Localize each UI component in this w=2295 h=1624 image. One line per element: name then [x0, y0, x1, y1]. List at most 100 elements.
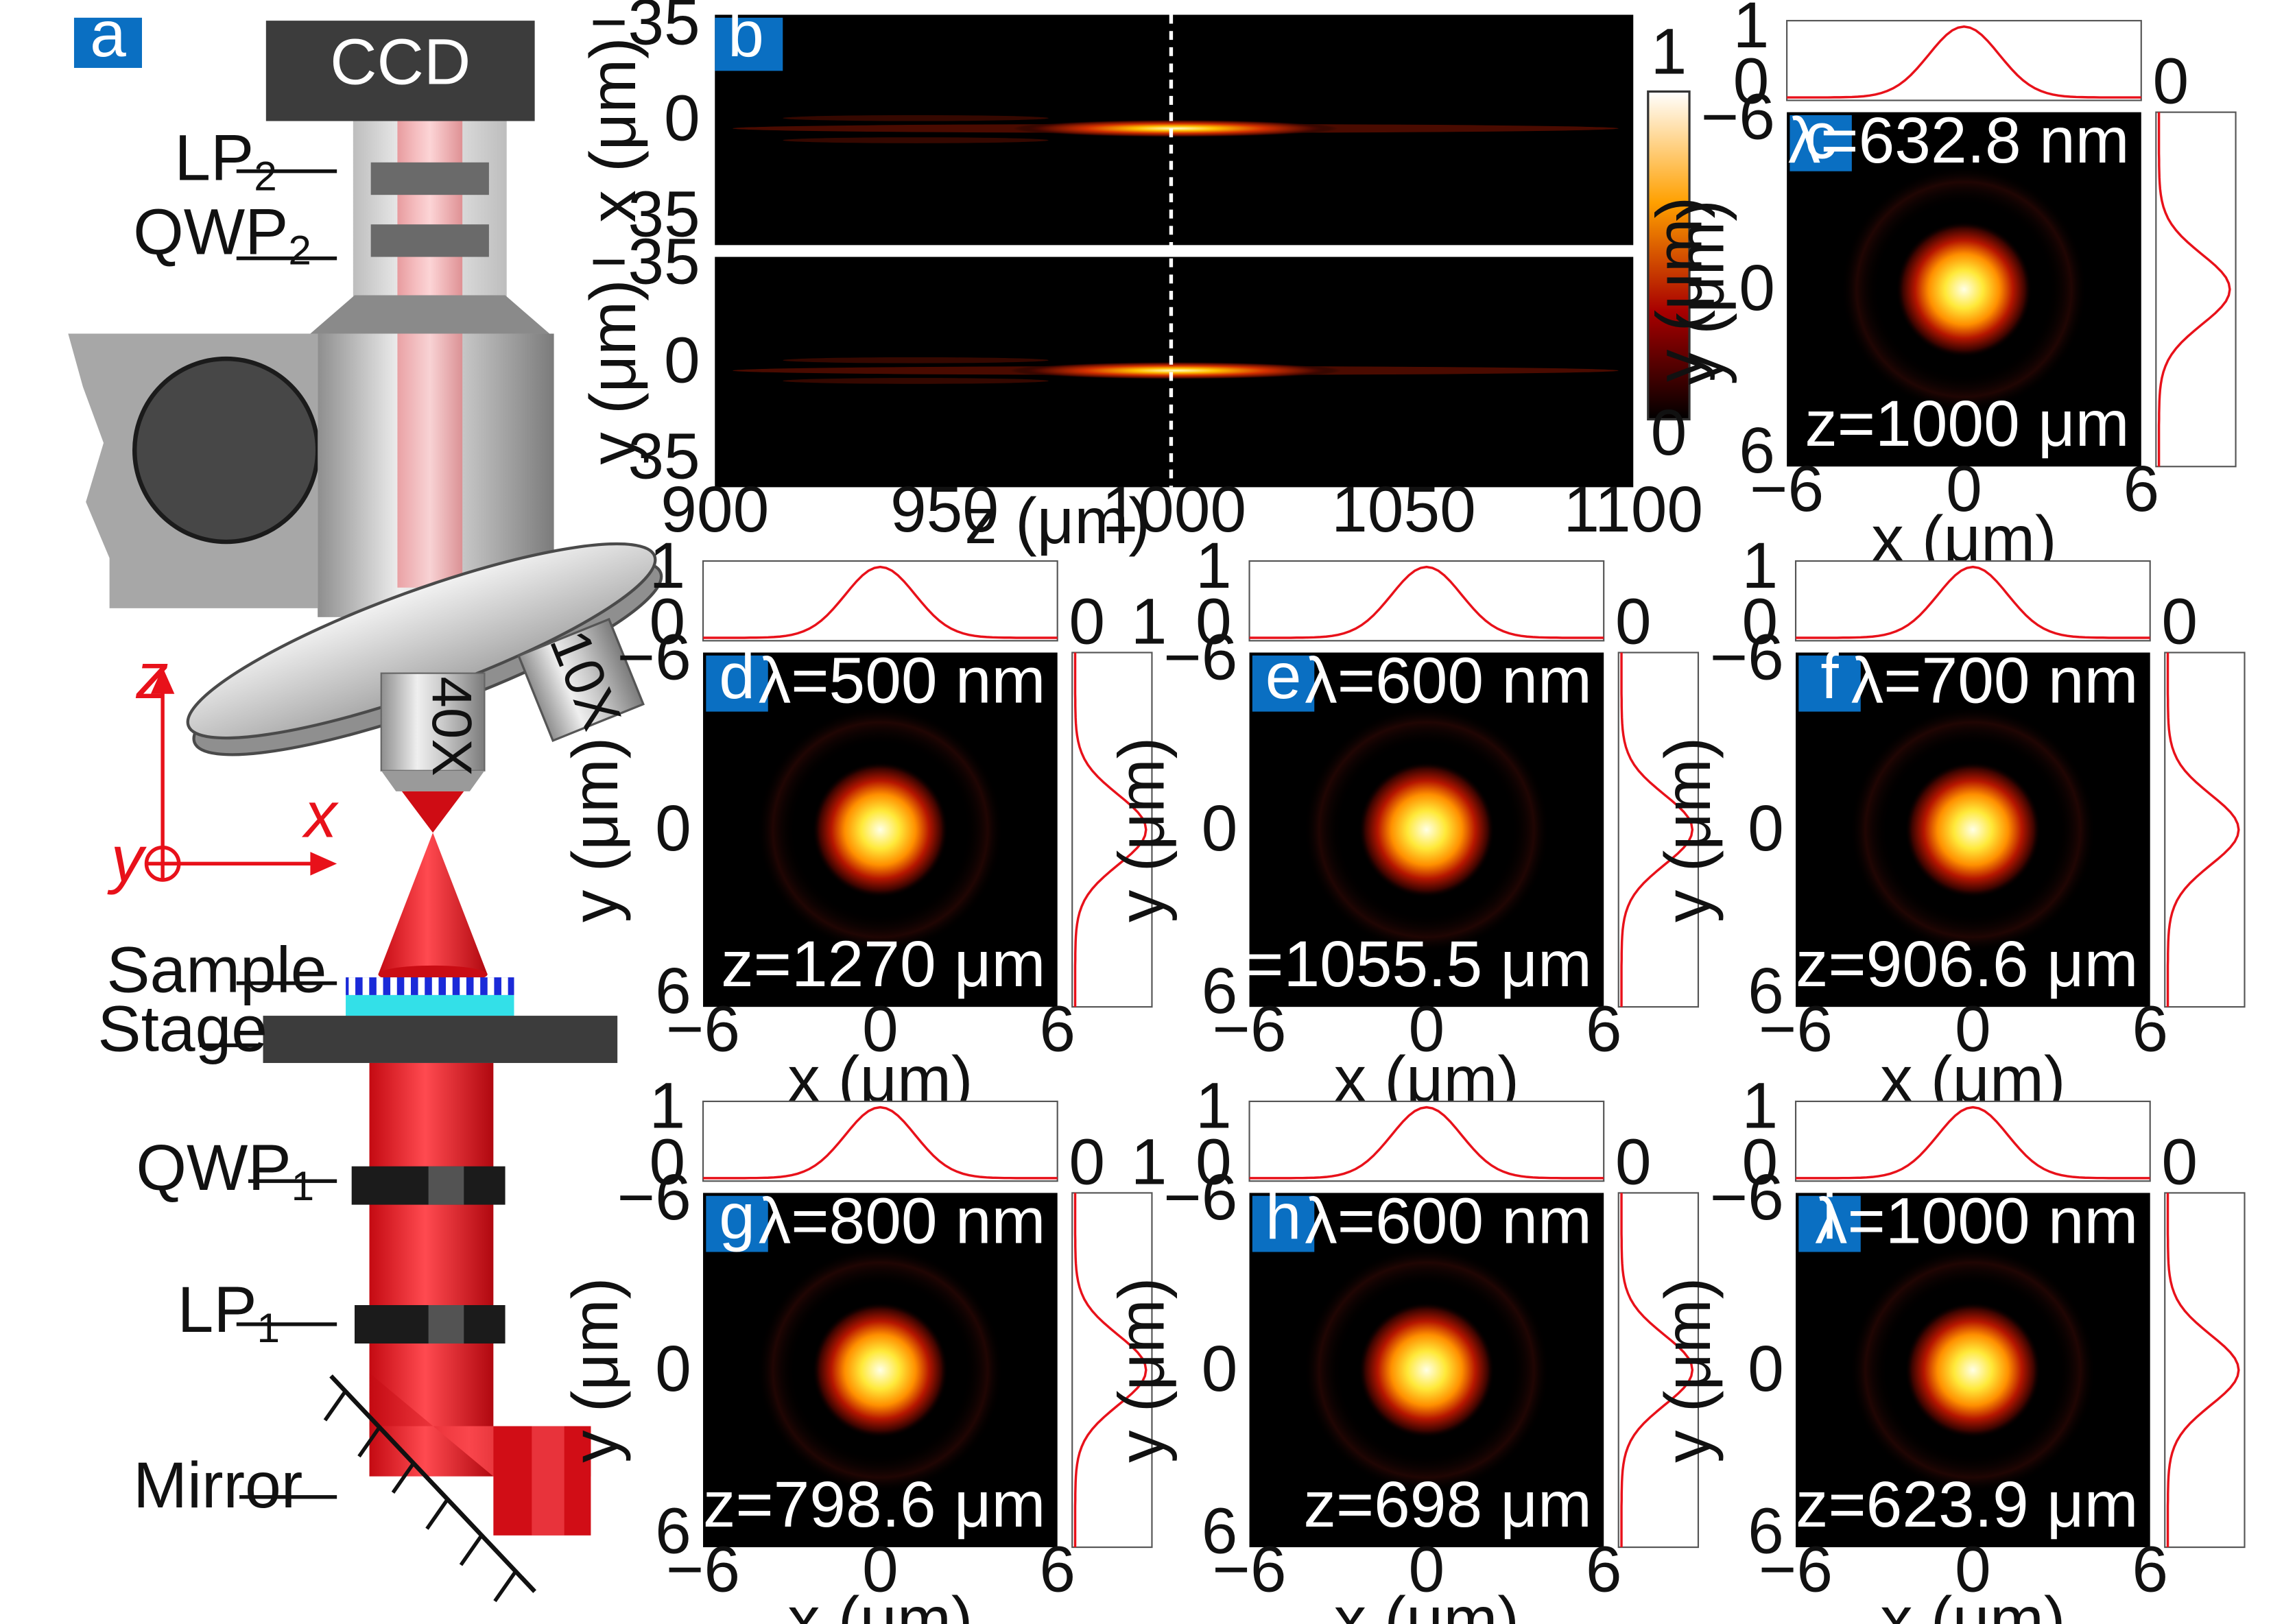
y-profile-curve [1620, 652, 1694, 1007]
x-tick-label: 0 [1946, 453, 1982, 525]
x-profile-box [1794, 560, 2151, 642]
x-tick-label: −6 [1759, 1533, 1833, 1606]
sample-stripe [362, 977, 370, 995]
axis-z-label: z [135, 640, 168, 713]
x-tick-label: −6 [1750, 453, 1824, 525]
x-profile-box [702, 560, 1058, 642]
x-tick-label: 6 [1586, 993, 1622, 1066]
mirror [329, 1374, 536, 1593]
x-tick-label: −6 [1213, 993, 1287, 1066]
y-tick-label: 6 [1202, 955, 1238, 1027]
z-tick-label: 900 [661, 473, 769, 546]
panel-tag: c [1805, 99, 1837, 172]
x-tick-label: 0 [1409, 1533, 1445, 1606]
qwp2-label: QWP2 [133, 195, 311, 273]
z-tick-label: 1000 [1102, 473, 1246, 546]
axis-x-label: x [302, 779, 340, 852]
x-profile-box [1248, 1100, 1605, 1182]
colorbar-max: 1 [1651, 16, 1687, 88]
y-tick-label: 0 [1202, 792, 1238, 865]
y-profile-min: 0 [2152, 45, 2189, 118]
y-axis-label: y (μm) [1643, 197, 1715, 382]
y-tick-label: 0 [1202, 1333, 1238, 1405]
x-profile-max: 1 [650, 1070, 686, 1143]
sample-metasurface [346, 977, 514, 995]
yz-tick-min: −35 [590, 225, 700, 298]
colorbar-label: y (μm) [1665, 200, 1738, 385]
sample-stripe [501, 977, 508, 995]
x-profile-max: 1 [650, 529, 686, 602]
objective-40x-label: 40X [420, 676, 483, 776]
distance-label: z=1270 μm [721, 928, 1045, 1001]
y-profile-curve [2166, 1193, 2240, 1548]
y-tick-label: −6 [1701, 80, 1775, 153]
x-tick-label: 6 [2132, 1533, 2168, 1606]
y-profile-max: 1 [1131, 586, 1167, 658]
y-profile-min: 0 [1615, 1125, 1652, 1198]
x-profile-max: 1 [1196, 1070, 1232, 1143]
wavelength-label: λ=632.8 nm [1788, 104, 2130, 177]
y-profile-min: 0 [1069, 1125, 1105, 1198]
mirror-hatch-line [425, 1498, 449, 1530]
coordinate-axes: z x y [107, 640, 340, 896]
focus-knob [132, 356, 320, 545]
sample-stripe [446, 977, 453, 995]
y-tick-label: −6 [1710, 1161, 1784, 1234]
lp2-element [370, 162, 489, 195]
mirror-hatch-line [493, 1571, 517, 1603]
x-profile-min: 0 [1742, 1125, 1779, 1198]
x-tick-label: −6 [666, 1533, 740, 1606]
y-profile-curve [1620, 1193, 1694, 1548]
z-tick-label: 1100 [1563, 473, 1703, 546]
x-axis-label: x (μm) [1334, 1584, 1519, 1624]
y-tick-label: 0 [1748, 792, 1784, 865]
y-profile-curve [1073, 1193, 1148, 1548]
y-tick-label: 0 [655, 792, 691, 865]
distance-label: z=798.6 μm [703, 1468, 1045, 1541]
y-profile-curve [2157, 112, 2231, 467]
panel-tag-bg [1798, 655, 1861, 712]
mirror-hatch-line [459, 1534, 484, 1566]
mirror-hatch-line [357, 1426, 381, 1458]
lp2-label: LP2 [174, 122, 276, 200]
y-tick-label: −6 [617, 621, 691, 693]
y-tick-label: −6 [1163, 1161, 1237, 1234]
x-profile-curve [1249, 565, 1604, 639]
xz-tick-mid: 0 [664, 82, 700, 155]
focal-spot [812, 761, 949, 898]
mirror-label: Mirror [133, 1449, 302, 1522]
body-shoulder [310, 295, 550, 334]
x-tick-label: 0 [1409, 993, 1445, 1066]
y-tick-label: 0 [1739, 252, 1775, 324]
focal-spot [1905, 761, 2041, 898]
sample-stripe [404, 977, 412, 995]
x-tick-label: 6 [1586, 1533, 1622, 1606]
x-tick-label: −6 [1213, 1533, 1287, 1606]
x-tick-label: 0 [1955, 993, 1991, 1066]
y-axis-label: y (μm) [559, 737, 632, 922]
panel-tag: e [1265, 640, 1302, 713]
y-profile-box [1617, 652, 1700, 1008]
sample-stripe [473, 977, 481, 995]
y-tick-label: −6 [1710, 621, 1784, 693]
panel-tag-a: a [90, 0, 126, 71]
x-profile-box [702, 1100, 1058, 1182]
y-profile-box [2164, 1192, 2246, 1549]
xz-focal-line [733, 115, 1619, 143]
axis-y-label: y [107, 823, 147, 896]
panel-tag: f [1820, 640, 1839, 713]
objective-40x-tip [381, 770, 485, 791]
x-profile-max: 1 [1733, 0, 1770, 62]
ccd-label: CCD [330, 26, 471, 99]
distance-label: z=698 μm [1303, 1468, 1591, 1541]
panel-tag-a-bg [73, 17, 142, 69]
x-profile-min: 0 [650, 586, 686, 658]
y-tick-label: 6 [1739, 414, 1775, 487]
y-axis-label: y (μm) [1106, 737, 1178, 922]
mirror-hatch-line [323, 1389, 348, 1422]
